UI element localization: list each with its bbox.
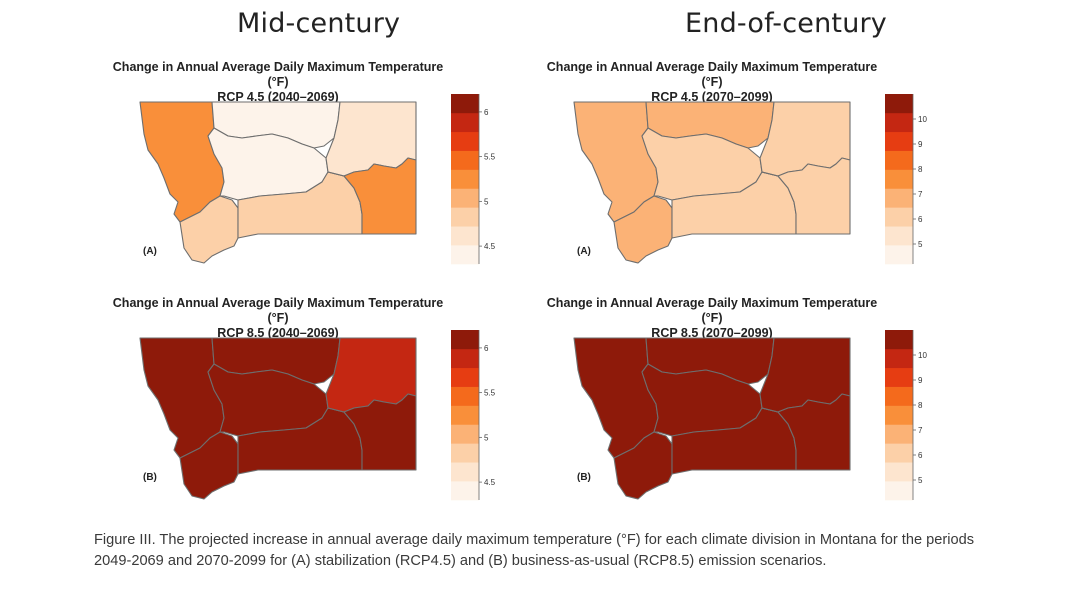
legend-tick-label: 10 (918, 351, 927, 360)
legend-swatch (451, 131, 479, 151)
chart-panel-rcp85-mid: Change in Annual Average Daily Maximum T… (108, 294, 538, 524)
legend-swatch (451, 481, 479, 501)
legend-swatch (885, 386, 913, 406)
chart-panel-rcp45-mid: Change in Annual Average Daily Maximum T… (108, 58, 538, 288)
legend-swatch (885, 188, 913, 208)
color-legend: 6 5.5 5 4.5 (451, 94, 496, 265)
chart-title-line: Change in Annual Average Daily Maximum T… (112, 296, 444, 325)
chart-title-line: Change in Annual Average Daily Maximum T… (546, 60, 878, 89)
legend-tick-label: 4.5 (484, 478, 496, 487)
legend-swatch (885, 424, 913, 444)
legend-tick-label: 5 (484, 433, 489, 442)
chart-panel-rcp85-end: Change in Annual Average Daily Maximum T… (542, 294, 972, 524)
chart-title-line: Change in Annual Average Daily Maximum T… (546, 296, 878, 325)
legend-tick-label: 7 (918, 190, 923, 199)
legend-swatch (885, 169, 913, 189)
legend-tick-label: 10 (918, 115, 927, 124)
legend-swatch (885, 330, 913, 350)
legend-tick-label: 6 (918, 451, 923, 460)
chart-title: Change in Annual Average Daily Maximum T… (108, 60, 448, 105)
legend-swatch (885, 131, 913, 151)
legend-tick-label: 8 (918, 401, 923, 410)
legend-swatch (885, 207, 913, 227)
chart-title: Change in Annual Average Daily Maximum T… (108, 296, 448, 341)
chart-title-line: Change in Annual Average Daily Maximum T… (112, 60, 444, 89)
legend-swatch (451, 443, 479, 463)
panel-tag: (A) (143, 246, 157, 257)
legend-swatch (451, 367, 479, 387)
legend-swatch (885, 443, 913, 463)
color-legend: 6 5.5 5 4.5 (451, 330, 496, 501)
legend-tick-label: 5 (484, 197, 489, 206)
chart-title: Change in Annual Average Daily Maximum T… (542, 60, 882, 105)
legend-swatch (451, 462, 479, 482)
panel-tag: (B) (577, 472, 591, 483)
montana-map (139, 337, 417, 500)
panel-tag: (B) (143, 472, 157, 483)
legend-tick-label: 4.5 (484, 242, 496, 251)
legend-swatch (451, 348, 479, 369)
legend-tick-label: 9 (918, 140, 923, 149)
legend-tick-label: 5.5 (484, 153, 496, 162)
legend-swatch (451, 169, 479, 189)
chart-subtitle: RCP 8.5 (2070–2099) (651, 326, 773, 340)
legend-swatch (885, 481, 913, 501)
legend-tick-label: 7 (918, 426, 923, 435)
legend-swatch (451, 112, 479, 133)
legend-tick-label: 8 (918, 165, 923, 174)
legend-tick-label: 5 (918, 476, 923, 485)
legend-swatch (885, 112, 913, 133)
color-legend: 10 9 8 7 6 5 (885, 330, 927, 501)
legend-tick-label: 5.5 (484, 389, 496, 398)
legend-swatch (451, 386, 479, 406)
legend-swatch (451, 207, 479, 227)
legend-swatch (885, 94, 913, 114)
legend-tick-label: 6 (484, 344, 489, 353)
legend-swatch (885, 245, 913, 265)
panel-tag: (A) (577, 246, 591, 257)
legend-swatch (451, 226, 479, 246)
chart-subtitle: RCP 8.5 (2040–2069) (217, 326, 339, 340)
legend-swatch (451, 150, 479, 170)
color-legend: 10 9 8 7 6 5 (885, 94, 927, 265)
legend-swatch (451, 188, 479, 208)
legend-swatch (451, 424, 479, 444)
chart-subtitle: RCP 4.5 (2040–2069) (217, 90, 339, 104)
chart-panel-rcp45-end: Change in Annual Average Daily Maximum T… (542, 58, 972, 288)
legend-swatch (885, 462, 913, 482)
legend-tick-label: 9 (918, 376, 923, 385)
legend-swatch (885, 348, 913, 369)
column-title-end-of-century: End-of-century (685, 8, 887, 39)
legend-tick-label: 6 (484, 108, 489, 117)
column-title-mid-century: Mid-century (237, 8, 401, 39)
montana-map (573, 337, 851, 500)
legend-swatch (451, 94, 479, 114)
region-southeast (327, 393, 417, 471)
legend-swatch (885, 405, 913, 425)
legend-tick-label: 5 (918, 240, 923, 249)
legend-swatch (451, 245, 479, 265)
chart-subtitle: RCP 4.5 (2070–2099) (651, 90, 773, 104)
legend-swatch (885, 150, 913, 170)
region-southeast (761, 157, 851, 235)
legend-swatch (451, 330, 479, 350)
legend-swatch (885, 226, 913, 246)
figure-caption: Figure III. The projected increase in an… (94, 532, 974, 569)
region-southeast (327, 157, 417, 235)
montana-map (573, 101, 851, 264)
montana-map (139, 101, 417, 264)
legend-swatch (451, 405, 479, 425)
legend-tick-label: 6 (918, 215, 923, 224)
region-southeast (761, 393, 851, 471)
legend-swatch (885, 367, 913, 387)
chart-title: Change in Annual Average Daily Maximum T… (542, 296, 882, 341)
